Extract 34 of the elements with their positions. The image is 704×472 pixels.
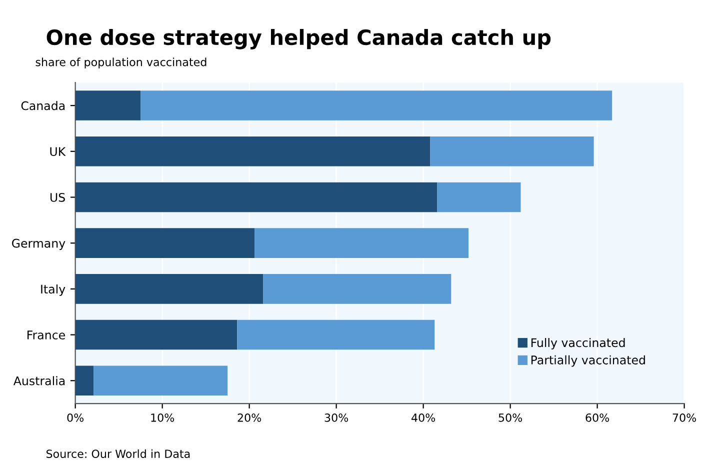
x-tick-label: 20%	[238, 413, 262, 422]
y-tick-label: France	[28, 330, 65, 340]
bar	[437, 182, 521, 212]
legend-label: Fully vaccinated	[531, 338, 625, 350]
bar	[430, 136, 594, 166]
bar	[263, 274, 452, 304]
bar	[75, 274, 264, 304]
bar	[75, 228, 255, 258]
x-tick-label: 50%	[498, 413, 522, 422]
legend-label: Partially vaccinated	[531, 355, 645, 367]
bar	[75, 320, 238, 350]
y-tick-label: Germany	[12, 238, 66, 250]
y-tick-label: Canada	[21, 101, 65, 110]
x-tick-label: 0%	[67, 413, 84, 422]
x-tick-label: 10%	[151, 413, 174, 422]
bar	[75, 90, 141, 120]
x-tick-label: 60%	[586, 413, 610, 422]
bar	[75, 136, 430, 166]
y-tick-label: Italy	[41, 284, 66, 296]
x-tick-label: 70%	[672, 413, 696, 422]
x-tick-label: 30%	[324, 413, 348, 422]
bar	[75, 366, 94, 396]
x-tick-label: 40%	[412, 413, 436, 422]
bar	[140, 90, 612, 120]
source-note: Source: Our World in Data	[46, 449, 190, 458]
bar	[254, 228, 469, 258]
y-tick-label: UK	[50, 147, 66, 156]
y-tick-label: Australia	[13, 376, 65, 386]
y-tick-label: US	[50, 192, 65, 202]
bar	[94, 366, 228, 396]
bar	[75, 182, 438, 212]
chart-title: One dose strategy helped Canada catch up	[46, 29, 551, 50]
bar	[237, 320, 435, 350]
chart-subtitle: share of population vaccinated	[36, 58, 206, 68]
